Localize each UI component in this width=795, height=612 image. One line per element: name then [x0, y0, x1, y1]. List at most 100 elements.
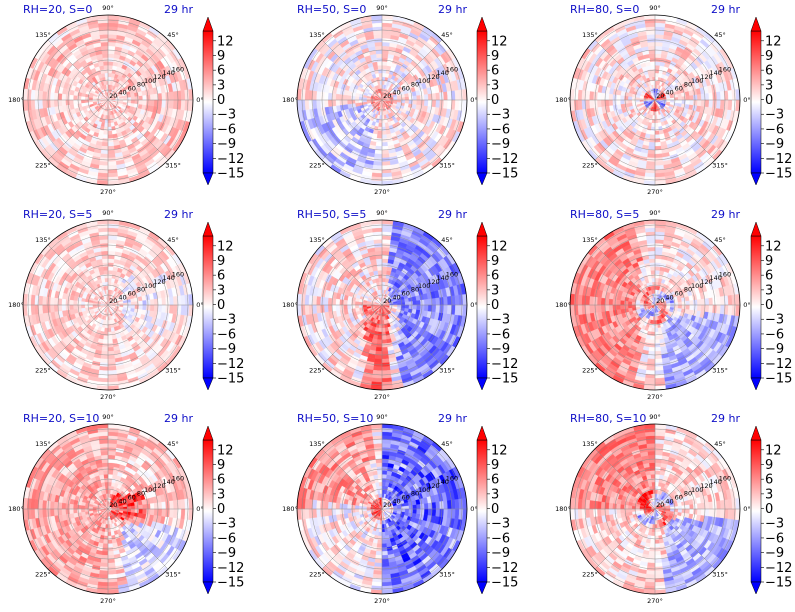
field-cell: [393, 304, 398, 308]
field-cell: [727, 89, 733, 101]
colorbar-tick-label: −9: [217, 137, 236, 152]
field-cell: [42, 91, 47, 101]
colorbar-tick-label: −15: [217, 167, 244, 182]
field-cell: [362, 302, 367, 306]
field-cell: [458, 89, 464, 101]
polar-panel: 0°45°90°135°180°225°270°315°20 40 60 801001…: [555, 3, 792, 196]
colorbar-tick-label: 3: [765, 78, 773, 93]
field-cell: [647, 149, 656, 155]
field-cell: [146, 304, 151, 311]
field-cell: [377, 126, 383, 132]
field-cell: [585, 99, 591, 110]
colorbar-extend-min: [476, 172, 488, 186]
field-cell: [379, 115, 383, 120]
field-cell: [585, 90, 591, 101]
angle-tick-label: 270°: [374, 188, 390, 196]
field-cell: [107, 258, 115, 264]
field-cell: [49, 99, 55, 108]
field-cell: [327, 92, 333, 101]
field-cell: [102, 61, 109, 66]
field-cell: [366, 302, 371, 306]
field-cell: [105, 115, 109, 120]
colorbar-tick-label: −3: [491, 108, 510, 123]
radial-tick-label: 40: [118, 88, 126, 96]
field-cell: [76, 95, 82, 101]
colorbar-tick-label: −9: [217, 342, 236, 357]
field-cell: [654, 84, 658, 89]
field-cell: [97, 223, 109, 229]
field-cell: [107, 235, 118, 241]
colorbar-tick-label: −3: [217, 108, 236, 123]
field-cell: [103, 273, 109, 279]
angle-tick-label: 180°: [282, 96, 298, 104]
field-cell: [30, 304, 36, 316]
field-cell: [654, 130, 660, 135]
field-cell: [107, 65, 113, 70]
field-cell: [65, 99, 70, 106]
radial-tick-label: 40: [392, 88, 400, 96]
field-cell: [157, 297, 163, 306]
field-cell: [693, 99, 698, 106]
field-cell: [708, 99, 714, 108]
field-cell: [107, 164, 118, 170]
angle-tick-label: 180°: [8, 301, 24, 309]
field-cell: [97, 172, 109, 178]
field-cell: [107, 18, 119, 24]
colorbar-tick-label: −6: [217, 327, 236, 342]
field-cell: [376, 57, 383, 62]
field-cell: [107, 34, 117, 39]
field-cell: [97, 176, 109, 182]
field-cell: [98, 30, 109, 36]
field-cell: [716, 91, 721, 101]
field-cell: [654, 176, 666, 182]
panel-title: RH=20, S=0: [23, 3, 92, 16]
field-cell: [102, 57, 109, 62]
field-cell: [172, 304, 178, 315]
field-cell: [92, 97, 97, 101]
radial-tick-label: 160: [719, 65, 731, 73]
field-cell: [577, 89, 583, 101]
radial-tick-label: 60: [675, 85, 683, 93]
angle-tick-label: 225°: [35, 161, 51, 169]
field-cell: [649, 57, 656, 62]
field-cell: [49, 297, 55, 306]
colorbar-tick-label: 3: [217, 78, 225, 93]
field-cell: [443, 91, 448, 101]
field-cell: [138, 99, 143, 105]
field-cell: [397, 99, 402, 103]
field-cell: [38, 295, 44, 306]
field-cell: [69, 304, 74, 311]
angle-tick-label: 0°: [470, 96, 477, 104]
field-cell: [689, 99, 694, 106]
field-cell: [381, 335, 387, 340]
field-cell: [69, 299, 74, 306]
field-cell: [146, 99, 151, 106]
panel-title: RH=20, S=5: [23, 208, 92, 221]
field-cell: [107, 161, 117, 166]
field-cell: [654, 41, 663, 47]
field-cell: [26, 304, 32, 316]
field-cell: [107, 331, 113, 337]
field-cell: [107, 377, 119, 383]
field-cell: [99, 34, 109, 39]
field-cell: [381, 61, 388, 66]
field-cell: [107, 176, 119, 182]
angle-tick-label: 90°: [376, 4, 388, 12]
field-cell: [381, 172, 393, 178]
field-cell: [38, 99, 44, 110]
panel-time-label: 29 hr: [164, 3, 193, 16]
field-cell: [654, 68, 660, 74]
field-cell: [107, 57, 114, 62]
field-cell: [446, 90, 452, 101]
field-cell: [105, 316, 109, 321]
field-cell: [97, 227, 109, 233]
colorbar-extend-max: [476, 16, 488, 32]
field-cell: [381, 285, 385, 290]
field-cell: [300, 89, 306, 101]
field-cell: [649, 138, 656, 143]
field-cell: [627, 96, 633, 101]
angle-tick-label: 135°: [582, 31, 598, 39]
field-cell: [373, 161, 383, 166]
field-cell: [381, 57, 388, 62]
field-cell: [107, 339, 114, 344]
